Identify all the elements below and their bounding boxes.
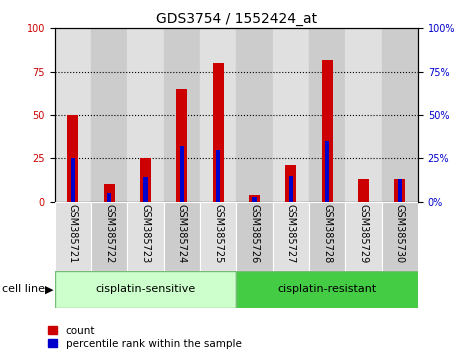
Text: GSM385728: GSM385728 bbox=[322, 204, 332, 263]
Bar bbox=[237, 271, 418, 308]
Text: GSM385725: GSM385725 bbox=[213, 204, 223, 263]
Text: cell line: cell line bbox=[2, 284, 46, 294]
Text: GSM385722: GSM385722 bbox=[104, 204, 114, 263]
Legend: count, percentile rank within the sample: count, percentile rank within the sample bbox=[48, 326, 242, 349]
Bar bbox=[285, 165, 296, 202]
Bar bbox=[180, 146, 184, 202]
Bar bbox=[322, 59, 332, 202]
Bar bbox=[213, 63, 224, 202]
Title: GDS3754 / 1552424_at: GDS3754 / 1552424_at bbox=[156, 12, 317, 26]
Text: ▶: ▶ bbox=[45, 284, 53, 294]
Bar bbox=[237, 202, 273, 271]
Bar bbox=[325, 141, 329, 202]
Bar bbox=[289, 176, 293, 202]
Bar bbox=[273, 202, 309, 271]
Bar bbox=[358, 179, 369, 202]
Text: GSM385721: GSM385721 bbox=[68, 204, 78, 263]
Bar bbox=[398, 179, 402, 202]
Bar bbox=[200, 202, 237, 271]
Bar bbox=[67, 115, 78, 202]
Text: GSM385726: GSM385726 bbox=[249, 204, 259, 263]
Bar bbox=[104, 184, 114, 202]
Bar bbox=[55, 28, 91, 202]
Bar bbox=[176, 89, 187, 202]
Bar bbox=[200, 28, 236, 202]
Bar bbox=[127, 28, 163, 202]
Bar bbox=[381, 202, 418, 271]
Bar bbox=[236, 28, 273, 202]
Bar bbox=[143, 177, 148, 202]
Bar bbox=[91, 202, 127, 271]
Bar bbox=[381, 28, 418, 202]
Bar bbox=[273, 28, 309, 202]
Text: GSM385730: GSM385730 bbox=[395, 204, 405, 263]
Bar bbox=[345, 28, 381, 202]
Text: GSM385724: GSM385724 bbox=[177, 204, 187, 263]
Bar bbox=[163, 28, 200, 202]
Bar bbox=[55, 202, 91, 271]
Bar bbox=[127, 202, 163, 271]
Bar bbox=[216, 150, 220, 202]
Bar bbox=[309, 28, 345, 202]
Bar bbox=[249, 195, 260, 202]
Bar bbox=[394, 179, 405, 202]
Bar bbox=[91, 28, 127, 202]
Bar bbox=[140, 159, 151, 202]
Bar bbox=[107, 193, 111, 202]
Text: GSM385723: GSM385723 bbox=[141, 204, 151, 263]
Bar bbox=[71, 159, 75, 202]
Bar bbox=[252, 196, 256, 202]
Bar bbox=[309, 202, 345, 271]
Text: cisplatin-resistant: cisplatin-resistant bbox=[277, 284, 377, 295]
Bar bbox=[163, 202, 200, 271]
Text: GSM385727: GSM385727 bbox=[286, 204, 296, 263]
Bar bbox=[55, 271, 237, 308]
Text: GSM385729: GSM385729 bbox=[359, 204, 369, 263]
Bar bbox=[345, 202, 381, 271]
Text: cisplatin-sensitive: cisplatin-sensitive bbox=[95, 284, 196, 295]
